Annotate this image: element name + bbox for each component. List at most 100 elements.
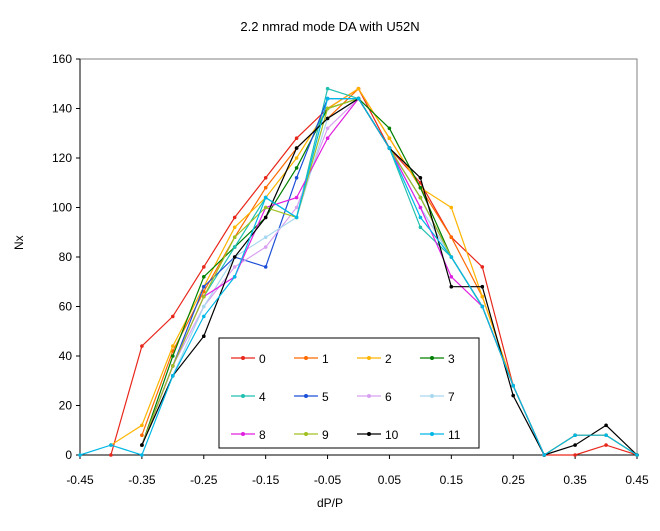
data-point	[418, 176, 423, 180]
data-point	[294, 146, 299, 150]
data-point	[573, 443, 577, 447]
data-point	[202, 289, 206, 294]
legend-label: 0	[259, 352, 266, 366]
chart-title: 2.2 nmrad mode DA with U52N	[240, 19, 420, 34]
legend-entry-1: 1	[294, 352, 329, 366]
data-point	[480, 284, 485, 289]
x-tick-label: 0.45	[625, 473, 649, 487]
data-point	[140, 344, 144, 348]
legend-label: 8	[259, 428, 266, 442]
data-point	[109, 443, 113, 447]
data-point	[418, 215, 423, 220]
data-point	[387, 126, 392, 131]
data-point	[511, 383, 515, 388]
data-point	[232, 215, 237, 220]
legend-marker	[430, 356, 434, 360]
data-point	[573, 433, 577, 438]
legend-entry-4: 4	[231, 390, 266, 404]
legend-label: 5	[322, 390, 329, 404]
x-tick-label: 0.05	[378, 473, 402, 487]
legend-box	[218, 337, 480, 449]
legend-entry-2: 2	[357, 352, 392, 366]
data-point	[604, 443, 608, 447]
x-tick-label: 0.25	[502, 473, 526, 487]
data-point	[542, 453, 546, 457]
data-point	[232, 275, 237, 279]
y-tick-label: 140	[52, 102, 72, 116]
data-point	[78, 453, 82, 457]
data-point	[418, 205, 423, 210]
data-point	[263, 195, 268, 200]
data-point	[202, 294, 206, 299]
data-point	[263, 205, 268, 210]
data-point	[140, 453, 144, 457]
legend-marker	[241, 356, 245, 360]
data-point	[294, 215, 299, 220]
data-point	[171, 354, 175, 358]
legend-marker	[430, 432, 434, 436]
legend-marker	[367, 394, 371, 398]
data-point	[263, 185, 268, 190]
data-point	[171, 364, 175, 368]
data-point	[263, 215, 268, 220]
legend-entry-6: 6	[357, 390, 392, 404]
legend-entry-0: 0	[231, 352, 266, 366]
x-tick-label: 0.15	[440, 473, 464, 487]
legend-label: 11	[448, 428, 461, 442]
legend-marker	[367, 356, 371, 360]
data-point	[171, 314, 175, 319]
x-tick-label: -0.45	[66, 473, 94, 487]
data-point	[202, 275, 206, 279]
data-point	[202, 265, 206, 269]
data-point	[202, 334, 206, 339]
legend-label: 3	[448, 352, 455, 366]
legend-label: 6	[385, 390, 392, 404]
data-point	[294, 166, 299, 170]
data-point	[232, 265, 237, 269]
legend-entry-3: 3	[420, 352, 455, 366]
data-point	[356, 96, 361, 101]
data-point	[263, 235, 268, 239]
legend-marker	[241, 432, 245, 436]
data-point	[263, 245, 268, 249]
data-point	[232, 235, 237, 239]
data-point	[325, 116, 330, 121]
y-tick-label: 0	[65, 448, 72, 462]
y-tick-label: 60	[59, 300, 73, 314]
data-point	[140, 423, 144, 428]
legend-label: 1	[322, 352, 329, 366]
legend-entry-8: 8	[231, 428, 266, 442]
data-point	[511, 393, 515, 398]
legend-marker	[367, 432, 371, 436]
legend-label: 2	[385, 352, 392, 366]
data-point	[480, 265, 485, 269]
y-tick-label: 120	[52, 151, 72, 165]
data-point	[294, 205, 299, 210]
data-point	[140, 443, 144, 447]
data-point	[449, 235, 454, 239]
legend-marker	[304, 356, 308, 360]
data-point	[232, 255, 237, 259]
data-point	[325, 106, 330, 111]
data-point	[109, 453, 113, 457]
data-point	[635, 453, 639, 457]
data-point	[325, 96, 330, 101]
legend-marker	[241, 394, 245, 398]
legend-label: 7	[448, 390, 455, 404]
data-point	[449, 205, 454, 210]
data-point	[171, 344, 175, 348]
x-axis-label: dP/P	[316, 496, 343, 510]
data-point	[418, 195, 423, 200]
legend-marker	[304, 432, 308, 436]
y-tick-label: 20	[59, 399, 73, 413]
data-point	[140, 433, 144, 438]
y-tick-label: 40	[59, 349, 73, 363]
legend-marker	[430, 394, 434, 398]
data-point	[232, 225, 237, 230]
data-point	[263, 265, 268, 269]
data-point	[325, 136, 330, 140]
series-11	[78, 96, 639, 457]
data-point	[418, 185, 423, 190]
legend-entry-11: 11	[420, 428, 461, 442]
legend-entry-10: 10	[357, 428, 399, 442]
